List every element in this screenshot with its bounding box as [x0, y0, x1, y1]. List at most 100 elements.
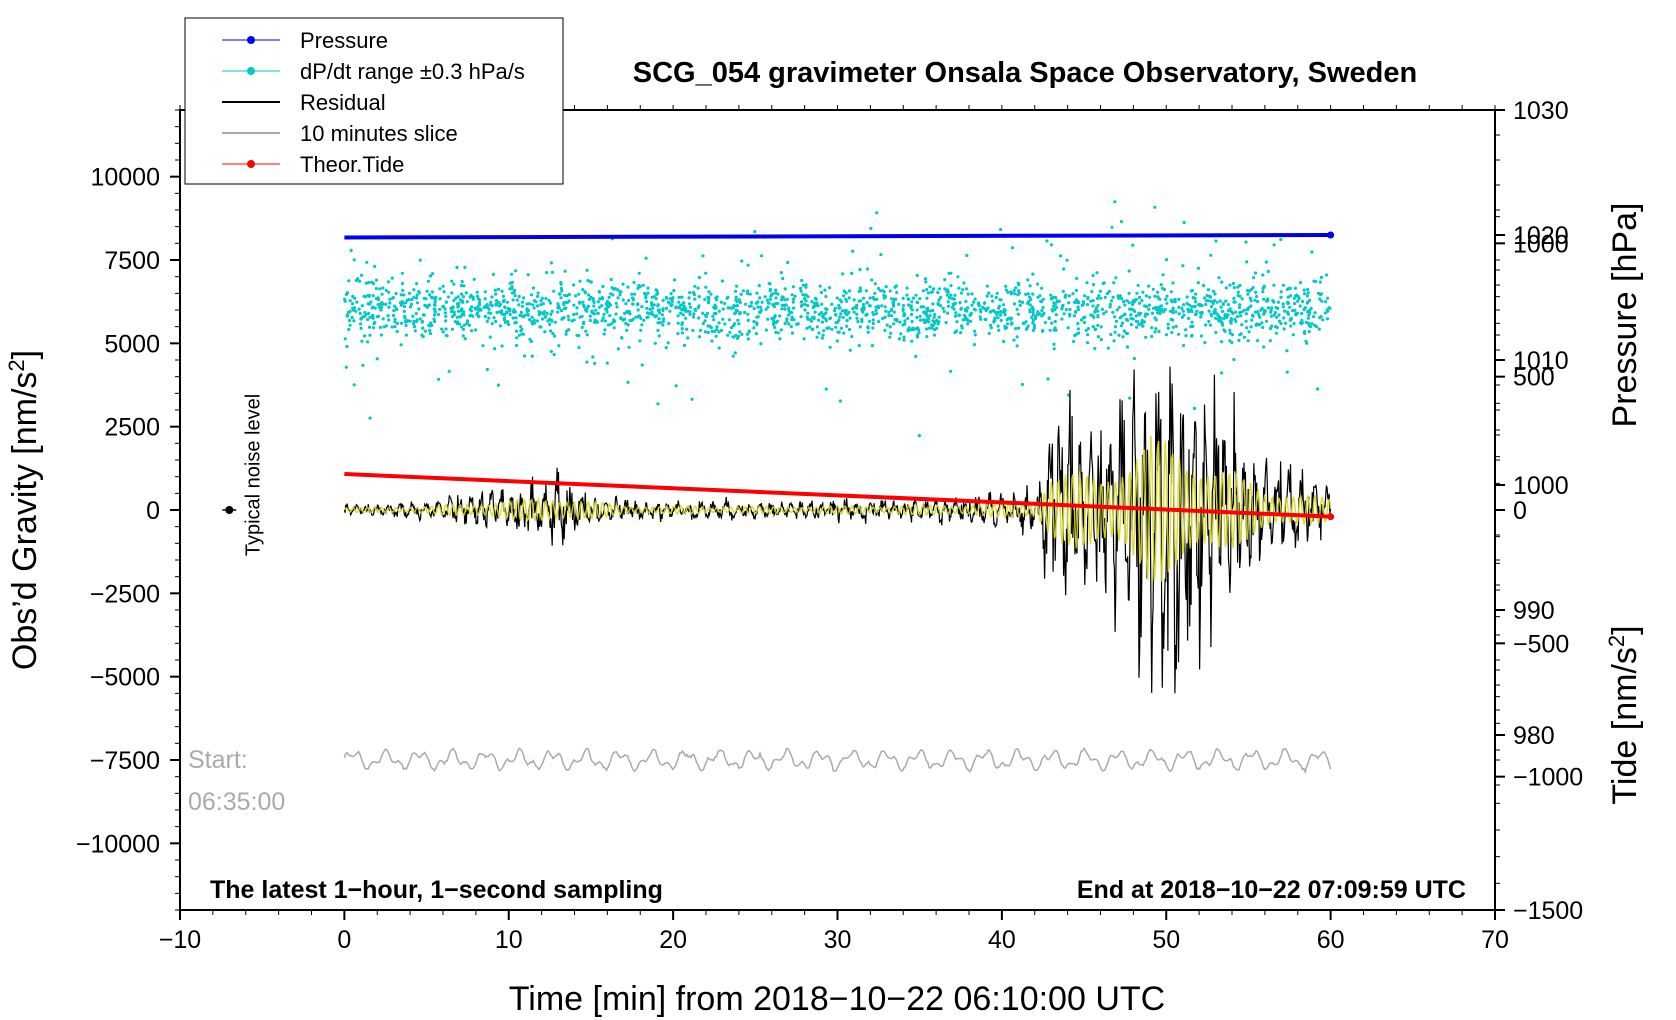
dpdt-point [917, 433, 921, 438]
dpdt-point [747, 330, 751, 334]
dpdt-point [392, 313, 396, 318]
dpdt-point [1284, 321, 1288, 325]
dpdt-point [839, 312, 843, 316]
dpdt-point [1039, 299, 1043, 303]
dpdt-point [360, 339, 364, 343]
dpdt-point [1127, 291, 1131, 295]
dpdt-point [717, 330, 721, 334]
dpdt-point [1272, 283, 1276, 287]
dpdt-point [1224, 299, 1228, 303]
dpdt-point [985, 294, 989, 298]
legend-label: Pressure [300, 28, 388, 53]
dpdt-point [1236, 290, 1240, 294]
dpdt-point [1287, 286, 1291, 290]
dpdt-point [804, 285, 808, 289]
dpdt-point [906, 297, 910, 301]
dpdt-point [962, 281, 966, 285]
dpdt-point [450, 327, 454, 331]
dpdt-point [885, 323, 889, 327]
dpdt-point [865, 267, 870, 271]
dpdt-point [1248, 296, 1252, 300]
dpdt-point [424, 297, 428, 301]
dpdt-point [1096, 323, 1100, 327]
dpdt-point [378, 325, 382, 329]
dpdt-point [780, 298, 784, 302]
dpdt-point [387, 318, 391, 322]
tide-tick-label: −1000 [1513, 764, 1583, 792]
tide-line [344, 472, 1331, 519]
dpdt-point [618, 293, 622, 297]
dpdt-point [879, 253, 883, 257]
dpdt-point [365, 260, 369, 264]
dpdt-point [894, 284, 899, 288]
dpdt-point [895, 290, 899, 295]
dpdt-point [1040, 286, 1044, 290]
dpdt-point [936, 302, 940, 306]
dpdt-point [408, 291, 412, 295]
dpdt-point [965, 253, 969, 258]
dpdt-point [1306, 321, 1311, 325]
dpdt-point [729, 325, 734, 330]
dpdt-point [600, 296, 604, 300]
dpdt-point [737, 322, 741, 326]
dpdt-point [910, 339, 914, 343]
dpdt-point [898, 320, 902, 324]
dpdt-point [806, 295, 810, 299]
end-time-note: End at 2018−10−22 07:09:59 UTC [1077, 876, 1466, 904]
dpdt-point [371, 315, 375, 319]
dpdt-point [455, 315, 459, 319]
dpdt-point [1062, 267, 1066, 271]
dpdt-point [651, 306, 655, 310]
dpdt-point [664, 296, 669, 300]
dpdt-point [1181, 264, 1185, 268]
dpdt-point [631, 302, 635, 306]
dpdt-point [755, 291, 759, 295]
dpdt-point [362, 315, 366, 319]
dpdt-point [693, 297, 697, 301]
dpdt-point [529, 293, 534, 297]
pressure-tick-label: 1030 [1513, 97, 1569, 125]
dpdt-point [1196, 266, 1200, 270]
dpdt-point [795, 322, 800, 326]
dpdt-point [506, 307, 510, 311]
dpdt-point [696, 306, 700, 310]
dpdt-point [553, 320, 557, 324]
dpdt-point [490, 295, 494, 299]
dpdt-point [965, 309, 969, 313]
dpdt-point [987, 331, 991, 335]
y-tick-label: 5000 [104, 330, 160, 358]
dpdt-point [674, 384, 678, 388]
dpdt-point [998, 313, 1003, 317]
dpdt-point [661, 319, 666, 323]
dpdt-point [707, 298, 711, 303]
dpdt-point [560, 309, 564, 313]
dpdt-point [906, 316, 910, 321]
dpdt-point [505, 310, 509, 314]
dpdt-point [1117, 296, 1121, 300]
dpdt-point [946, 304, 951, 308]
dpdt-point [858, 268, 862, 272]
dpdt-point [1105, 291, 1110, 296]
dpdt-point [1095, 296, 1100, 301]
dpdt-point [884, 309, 888, 313]
dpdt-point [850, 334, 854, 339]
dpdt-point [959, 307, 963, 311]
dpdt-point [1159, 307, 1163, 312]
dpdt-point [1123, 303, 1127, 307]
dpdt-point [563, 269, 567, 273]
dpdt-point [776, 292, 780, 296]
dpdt-point [1074, 310, 1078, 314]
dpdt-point [496, 287, 500, 291]
dpdt-point [925, 296, 929, 300]
dpdt-point [759, 305, 763, 309]
dpdt-point [957, 313, 961, 317]
dpdt-point [824, 317, 828, 321]
dpdt-point [1165, 294, 1169, 298]
dpdt-point [545, 311, 549, 315]
dpdt-point [1080, 303, 1084, 307]
dpdt-point [518, 313, 522, 317]
dpdt-point [442, 290, 446, 294]
dpdt-point [819, 290, 824, 295]
dpdt-point [443, 311, 447, 315]
dpdt-point [728, 330, 732, 334]
